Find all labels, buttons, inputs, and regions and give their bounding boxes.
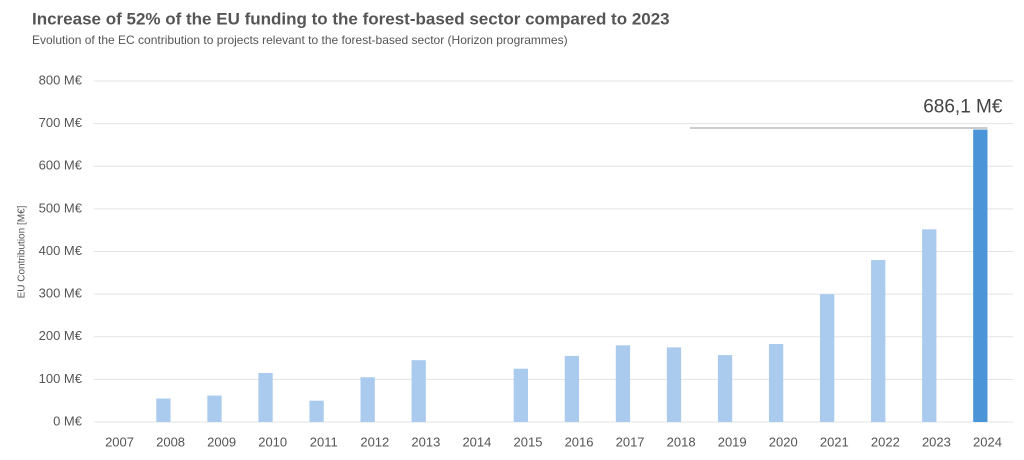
x-tick-label: 2018: [667, 434, 696, 449]
bar: [973, 129, 988, 423]
x-tick-label: 2021: [820, 434, 849, 449]
y-tick-label: 100 M€: [39, 371, 83, 386]
x-tick-label: 2015: [514, 434, 543, 449]
x-tick-label: 2008: [156, 434, 185, 449]
x-tick-label: 2011: [310, 434, 338, 449]
bar: [820, 294, 835, 422]
x-tick-label: 2024: [973, 434, 1002, 449]
x-tick-label: 2016: [565, 434, 594, 449]
bar: [564, 355, 580, 422]
x-tick-label: 2007: [105, 434, 134, 449]
x-tick-label: 2013: [411, 434, 440, 449]
bar: [513, 368, 528, 422]
bar: [768, 343, 784, 422]
x-tick-label: 2012: [360, 434, 389, 449]
y-tick-label: 700 M€: [39, 115, 83, 130]
x-tick-label: 2023: [922, 434, 951, 449]
x-tick-label: 2010: [258, 434, 287, 449]
y-tick-label: 600 M€: [39, 158, 83, 173]
x-tick-label: 2009: [207, 434, 236, 449]
bar: [360, 377, 375, 422]
bar: [615, 345, 631, 422]
x-tick-label: 2019: [718, 434, 747, 449]
bar: [156, 398, 171, 422]
x-tick-label: 2022: [871, 434, 900, 449]
x-tick-label: 2017: [616, 434, 645, 449]
value-label: 686,1 M€: [923, 97, 1003, 118]
chart-title: Increase of 52% of the EU funding to the…: [32, 9, 670, 28]
bar: [309, 400, 324, 422]
bar: [207, 395, 222, 422]
bar: [666, 347, 682, 422]
y-tick-label: 800 M€: [39, 72, 83, 87]
bar: [258, 372, 273, 422]
bar: [717, 355, 733, 422]
y-tick-label: 0 M€: [53, 413, 83, 428]
y-tick-label: 300 M€: [39, 286, 83, 301]
bar: [871, 260, 886, 422]
y-tick-label: 200 M€: [39, 328, 83, 343]
y-tick-label: 400 M€: [39, 243, 83, 258]
y-axis-title: EU Contribution [M€]: [17, 205, 28, 298]
x-tick-label: 2020: [769, 434, 798, 449]
chart-subtitle: Evolution of the EC contribution to proj…: [32, 33, 568, 47]
bar: [411, 360, 426, 422]
y-tick-label: 500 M€: [39, 200, 83, 215]
bar: [922, 229, 937, 422]
x-tick-label: 2014: [462, 434, 491, 449]
